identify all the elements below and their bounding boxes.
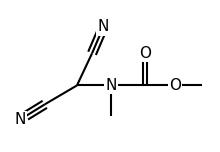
Text: N: N	[15, 112, 26, 127]
Text: O: O	[169, 78, 181, 93]
Text: N: N	[105, 78, 117, 93]
Text: O: O	[139, 46, 151, 61]
Text: N: N	[98, 19, 109, 34]
